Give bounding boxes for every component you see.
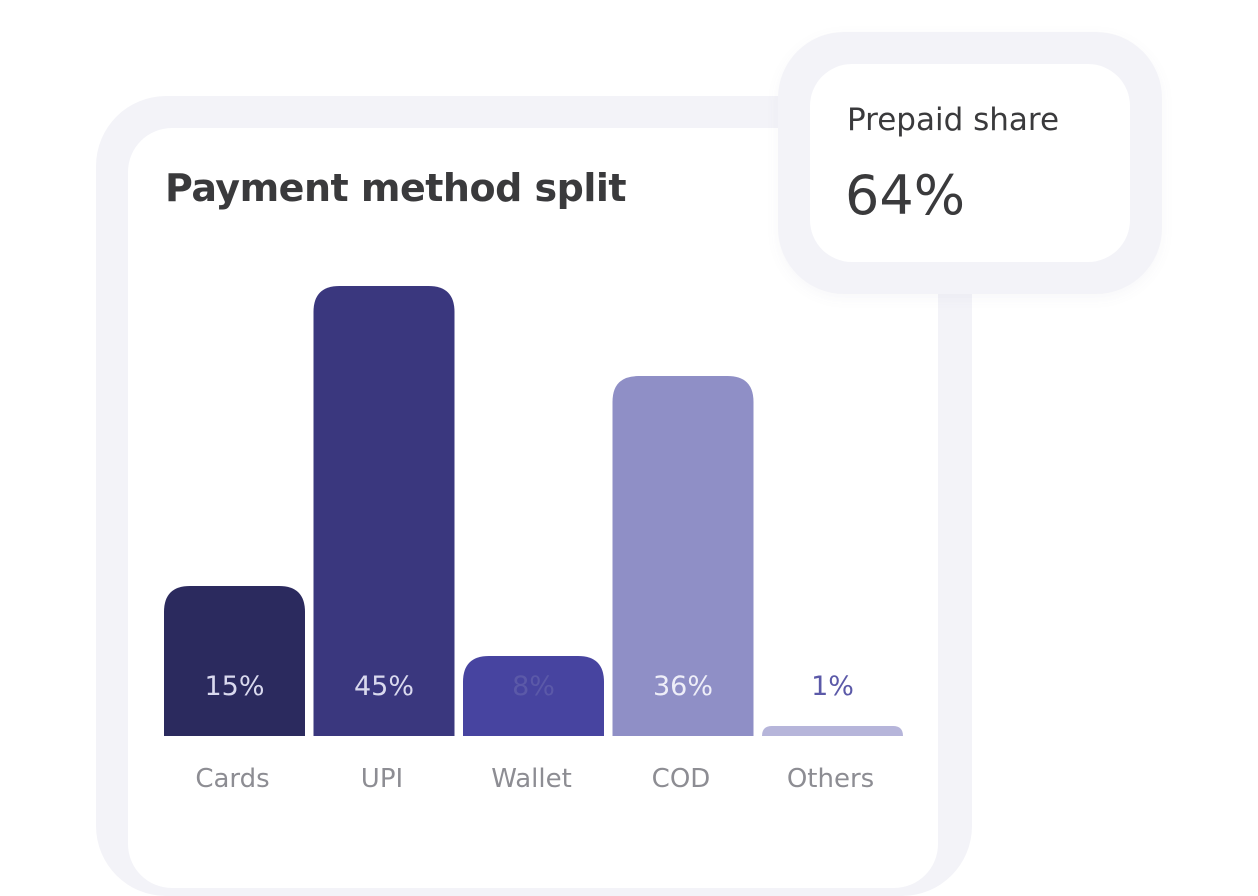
prepaid-share-label: Prepaid share: [847, 102, 1060, 138]
data-label-wallet: 8%: [512, 671, 555, 702]
prepaid-share-value: 64%: [845, 164, 966, 227]
x-tick-label-cards: Cards: [195, 764, 269, 794]
bar-upi: [313, 286, 455, 736]
data-label-others: 1%: [811, 671, 854, 702]
x-tick-label-others: Others: [787, 764, 874, 794]
bar-cod: [612, 376, 754, 736]
x-tick-label-upi: UPI: [361, 764, 403, 794]
x-tick-label-wallet: Wallet: [491, 764, 572, 794]
chart-title: Payment method split: [165, 166, 627, 210]
x-tick-label-cod: COD: [652, 764, 711, 794]
bar-chart: 15% Cards 45% UPI 8% Wallet 36% COD 1% Others: [164, 286, 903, 794]
data-label-cards: 15%: [204, 671, 264, 702]
prepaid-share-callout: [810, 64, 1130, 262]
bar-wallet: [463, 656, 604, 736]
bar-cards: [164, 586, 305, 736]
bar-others: [762, 726, 903, 736]
data-label-cod: 36%: [653, 671, 713, 702]
data-label-upi: 45%: [354, 671, 414, 702]
